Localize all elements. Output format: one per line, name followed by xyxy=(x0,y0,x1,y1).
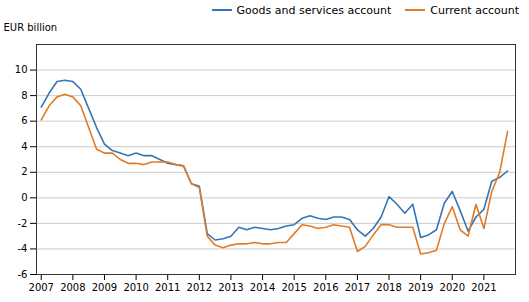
svg-text:2007: 2007 xyxy=(29,282,54,293)
svg-text:2009: 2009 xyxy=(92,282,117,293)
svg-text:2016: 2016 xyxy=(313,282,338,293)
svg-text:6: 6 xyxy=(21,115,27,126)
svg-text:-4: -4 xyxy=(18,243,28,254)
svg-text:2008: 2008 xyxy=(60,282,85,293)
svg-text:2014: 2014 xyxy=(250,282,275,293)
svg-text:2021: 2021 xyxy=(471,282,496,293)
svg-text:0: 0 xyxy=(21,192,27,203)
svg-text:4: 4 xyxy=(21,141,27,152)
svg-text:2017: 2017 xyxy=(345,282,370,293)
svg-text:2012: 2012 xyxy=(187,282,212,293)
svg-text:-2: -2 xyxy=(18,218,28,229)
svg-text:2019: 2019 xyxy=(408,282,433,293)
svg-text:8: 8 xyxy=(21,90,27,101)
svg-text:2015: 2015 xyxy=(281,282,306,293)
svg-text:2: 2 xyxy=(21,166,27,177)
svg-text:2013: 2013 xyxy=(218,282,243,293)
svg-text:2020: 2020 xyxy=(440,282,465,293)
svg-text:2018: 2018 xyxy=(376,282,401,293)
html-text:Goods and services account: Goods and services account xyxy=(236,3,392,17)
html-text:Current account: Current account xyxy=(430,3,519,17)
svg-text:2010: 2010 xyxy=(123,282,148,293)
svg-text:2011: 2011 xyxy=(155,282,180,293)
svg-text:10: 10 xyxy=(15,64,28,75)
svg-text:EUR billion: EUR billion xyxy=(4,22,58,33)
svg-text:-6: -6 xyxy=(18,269,28,280)
